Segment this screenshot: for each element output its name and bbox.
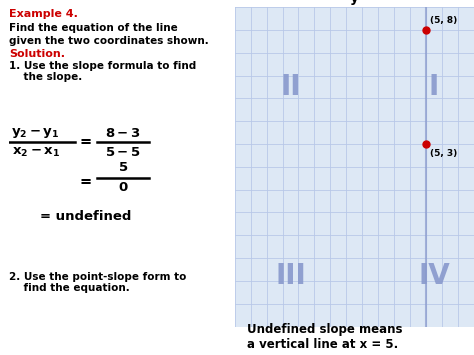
Text: =: = — [80, 174, 92, 189]
Text: (5, 3): (5, 3) — [430, 149, 457, 158]
Text: = undefined: = undefined — [40, 210, 131, 223]
Text: 1. Use the slope formula to find: 1. Use the slope formula to find — [9, 61, 197, 71]
Text: Example 4.: Example 4. — [9, 9, 78, 19]
Text: IV: IV — [418, 262, 450, 290]
Text: a vertical line at x = 5.: a vertical line at x = 5. — [246, 338, 398, 351]
Text: (5, 8): (5, 8) — [430, 16, 457, 25]
Text: given the two coordinates shown.: given the two coordinates shown. — [9, 36, 209, 45]
Text: II: II — [280, 73, 301, 101]
Text: 2. Use the point-slope form to: 2. Use the point-slope form to — [9, 272, 187, 282]
Text: $\mathbf{5-5}$: $\mathbf{5-5}$ — [105, 146, 141, 159]
Text: $\mathbf{8-3}$: $\mathbf{8-3}$ — [105, 127, 141, 140]
Text: =: = — [80, 135, 92, 149]
Text: Solution.: Solution. — [9, 49, 65, 59]
Text: Find the equation of the line: Find the equation of the line — [9, 23, 178, 33]
Text: $\mathbf{x_2 - x_1}$: $\mathbf{x_2 - x_1}$ — [11, 146, 60, 159]
Text: I: I — [429, 73, 439, 101]
Text: y: y — [350, 0, 359, 5]
Text: Undefined slope means: Undefined slope means — [246, 323, 402, 336]
Text: the slope.: the slope. — [9, 72, 83, 82]
Text: $\mathbf{0}$: $\mathbf{0}$ — [118, 181, 128, 194]
Text: III: III — [275, 262, 306, 290]
Text: $\mathbf{y_2 - y_1}$: $\mathbf{y_2 - y_1}$ — [11, 126, 60, 140]
Text: find the equation.: find the equation. — [9, 283, 130, 293]
Text: $\mathbf{5}$: $\mathbf{5}$ — [118, 161, 128, 174]
